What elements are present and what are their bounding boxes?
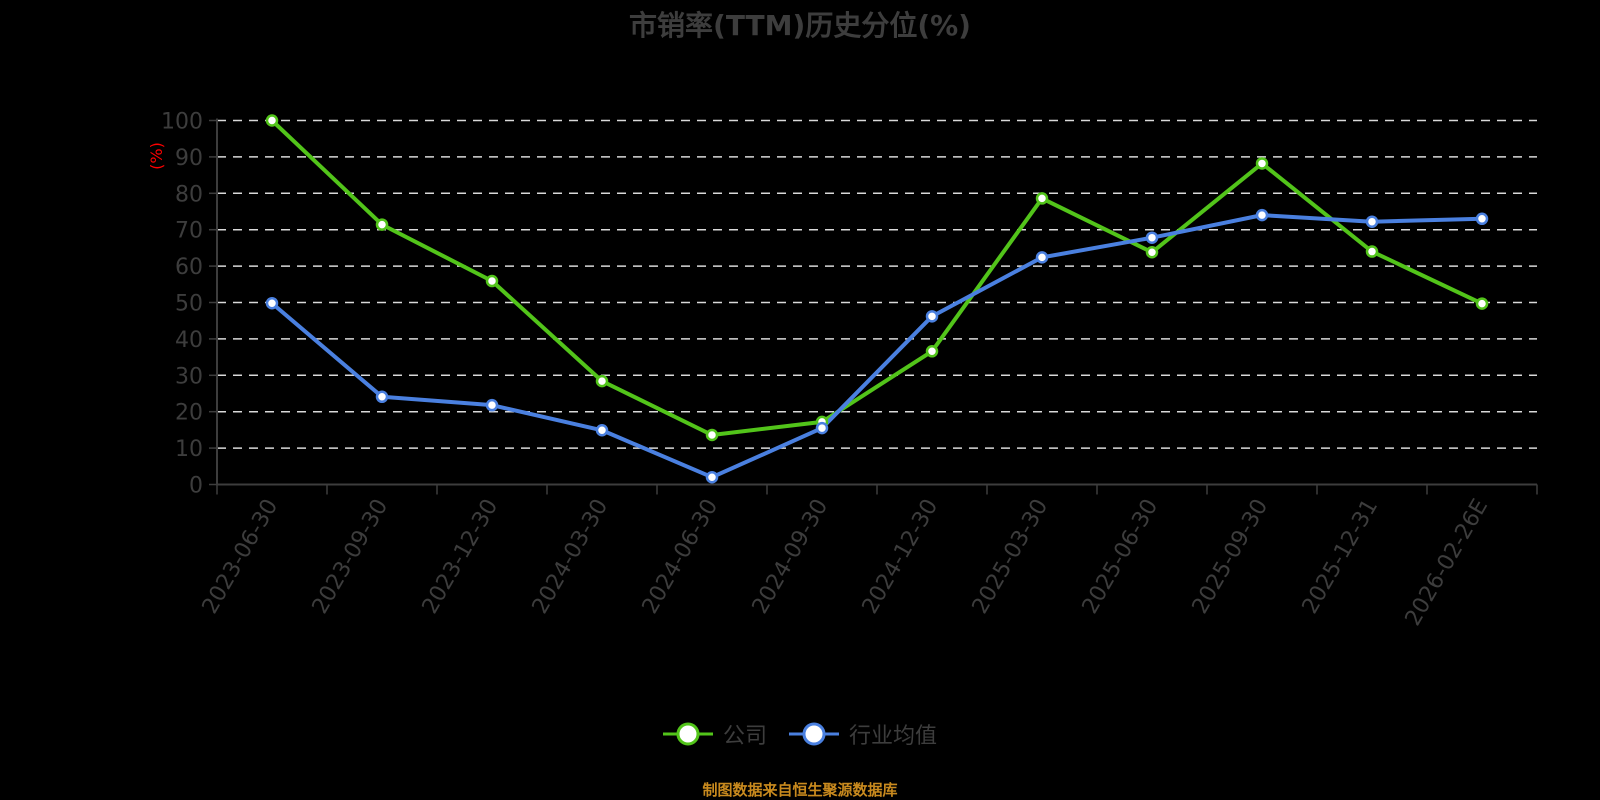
company-data-point[interactable] (595, 374, 609, 388)
x-tick-label: 2026-02-26E (1401, 495, 1494, 630)
industry-data-point[interactable] (1365, 215, 1379, 228)
industry-data-point[interactable] (925, 310, 939, 323)
company-data-point[interactable] (1145, 246, 1159, 259)
x-tick-label: 2025-06-30 (1078, 495, 1164, 618)
y-axis: 0 10 20 30 40 50 60 70 80 90 100 (161, 110, 218, 499)
y-tick-label: 30 (175, 364, 203, 389)
grid-lines (217, 119, 1537, 449)
x-tick-label: 2025-12-31 (1298, 495, 1384, 618)
y-tick-label: 70 (175, 219, 203, 244)
industry-data-point[interactable] (705, 470, 719, 484)
x-tick-label: 2024-06-30 (638, 495, 724, 618)
industry-series-line (270, 213, 1483, 480)
data-source-note: 制图数据来自恒生聚源数据库 (702, 781, 898, 799)
y-tick-label: 10 (175, 437, 203, 462)
company-line-marker-icon (662, 722, 713, 746)
company-data-point[interactable] (485, 274, 499, 288)
y-tick-label: 0 (189, 474, 203, 499)
x-tick-label: 2023-12-30 (418, 495, 504, 618)
legend-label-industry: 行业均值 (849, 724, 938, 749)
x-tick-label: 2025-09-30 (1188, 495, 1274, 618)
company-data-point[interactable] (1365, 245, 1379, 258)
series-lines (265, 114, 1489, 484)
y-tick-label: 100 (161, 110, 203, 135)
industry-data-point[interactable] (265, 296, 279, 310)
x-tick-label: 2023-06-30 (198, 495, 284, 618)
legend-item-company[interactable]: 公司 (662, 718, 767, 750)
y-tick-label: 80 (175, 182, 203, 207)
company-series-line (270, 119, 1483, 437)
y-tick-label: 60 (175, 255, 203, 280)
industry-data-point[interactable] (595, 424, 609, 437)
industry-data-point[interactable] (485, 398, 499, 412)
x-tick-label: 2024-09-30 (748, 495, 834, 618)
company-data-point[interactable] (265, 114, 279, 127)
y-tick-label: 50 (175, 292, 203, 317)
x-tick-label: 2024-12-30 (858, 495, 944, 618)
company-data-point[interactable] (925, 345, 939, 358)
industry-data-point[interactable] (1255, 208, 1269, 222)
legend: 公司 行业均值 (0, 718, 1600, 750)
industry-data-point[interactable] (1145, 231, 1159, 244)
legend-item-industry[interactable]: 行业均值 (789, 718, 937, 750)
company-data-point[interactable] (375, 218, 389, 231)
company-data-point[interactable] (1035, 192, 1049, 205)
industry-data-point[interactable] (375, 390, 389, 404)
y-tick-label: 40 (175, 328, 203, 353)
y-tick-label: 90 (175, 146, 203, 171)
x-tick-label: 2023-09-30 (308, 495, 394, 618)
y-tick-label: 20 (175, 401, 203, 426)
legend-label-company: 公司 (722, 724, 767, 749)
industry-data-point[interactable] (1475, 212, 1489, 226)
company-data-point[interactable] (705, 428, 719, 442)
company-data-point[interactable] (1475, 297, 1489, 310)
x-tick-label: 2025-03-30 (968, 495, 1054, 618)
x-axis: 2023-06-30 2023-09-30 2023-12-30 2024-03-30… (198, 483, 1538, 630)
company-data-point[interactable] (1255, 157, 1269, 170)
industry-data-point[interactable] (815, 421, 829, 435)
y-axis-unit: (%) (147, 142, 166, 170)
industry-line-marker-icon (789, 722, 839, 746)
chart-title: 市销率(TTM)历史分位(%) (629, 9, 971, 42)
x-tick-label: 2024-03-30 (528, 495, 614, 618)
industry-data-point[interactable] (1035, 251, 1049, 264)
